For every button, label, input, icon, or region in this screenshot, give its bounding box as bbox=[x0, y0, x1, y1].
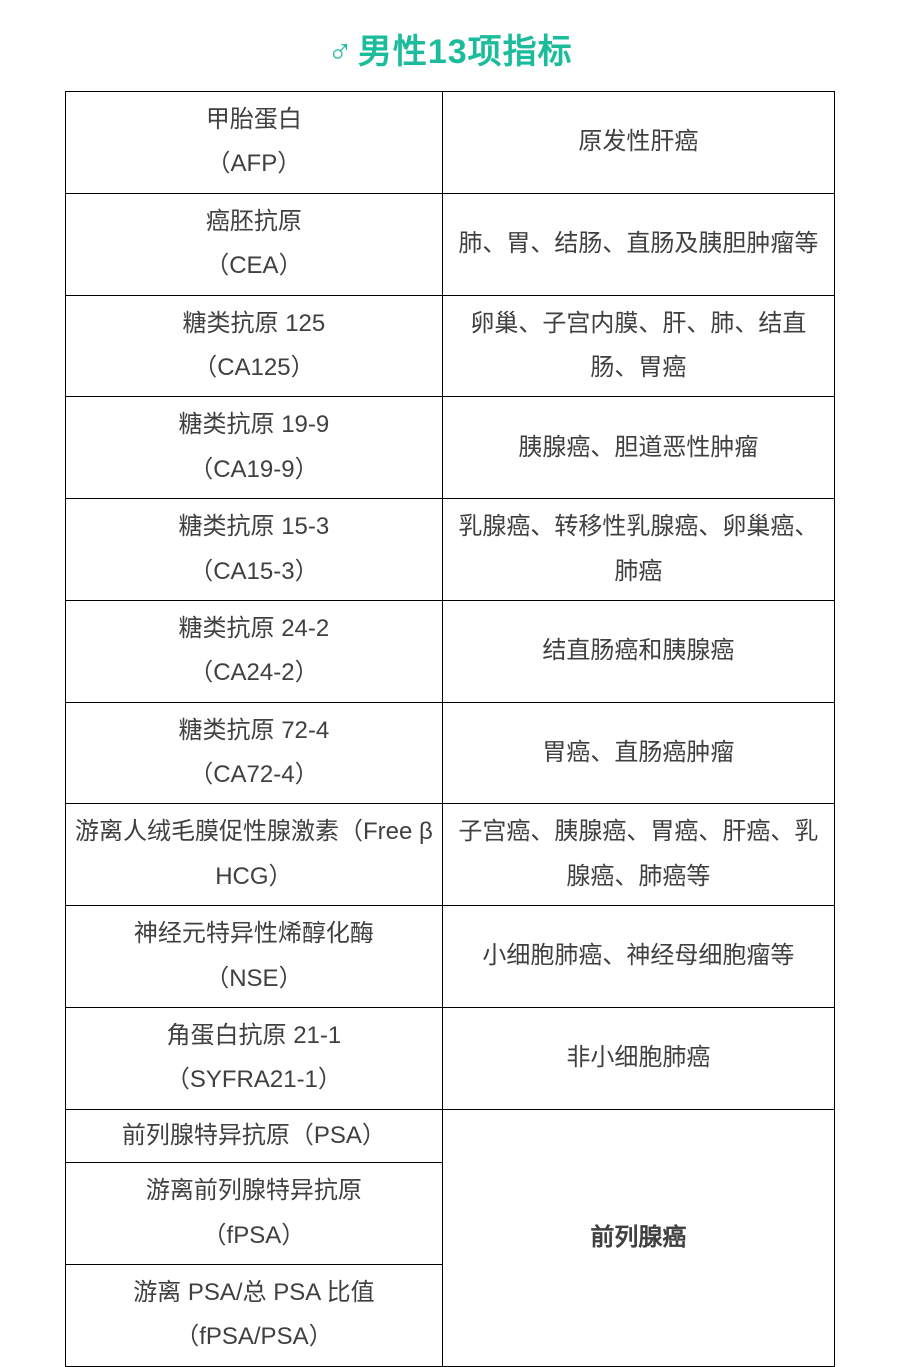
marker-name-cell: 糖类抗原 15-3（CA15-3） bbox=[66, 499, 443, 601]
marker-desc-cell: 子宫癌、胰腺癌、胃癌、肝癌、乳腺癌、肺癌等 bbox=[442, 804, 834, 906]
marker-name-cell: 甲胎蛋白（AFP） bbox=[66, 92, 443, 194]
marker-desc-cell: 卵巢、子宫内膜、肝、肺、结直肠、胃癌 bbox=[442, 295, 834, 397]
table-row: 糖类抗原 72-4（CA72-4）胃癌、直肠癌肿瘤 bbox=[66, 702, 835, 804]
marker-desc-cell: 胰腺癌、胆道恶性肿瘤 bbox=[442, 397, 834, 499]
marker-name-cn: 前列腺特异抗原（PSA） bbox=[122, 1122, 386, 1149]
marker-name-cn: 游离 PSA/总 PSA 比值 bbox=[74, 1271, 434, 1315]
marker-name-code: （NSE） bbox=[74, 957, 434, 1001]
table-row: 游离人绒毛膜促性腺激素（Free β HCG）子宫癌、胰腺癌、胃癌、肝癌、乳腺癌… bbox=[66, 804, 835, 906]
marker-name-code: （CA19-9） bbox=[74, 448, 434, 492]
marker-desc-cell: 前列腺癌 bbox=[442, 1109, 834, 1366]
marker-name-code: （CEA） bbox=[74, 244, 434, 288]
marker-name-cell: 神经元特异性烯醇化酶（NSE） bbox=[66, 906, 443, 1008]
marker-name: 游离人绒毛膜促性腺激素（Free β HCG） bbox=[75, 818, 433, 889]
marker-desc-cell: 原发性肝癌 bbox=[442, 92, 834, 194]
table-row: 癌胚抗原（CEA）肺、胃、结肠、直肠及胰胆肿瘤等 bbox=[66, 193, 835, 295]
marker-desc-cell: 胃癌、直肠癌肿瘤 bbox=[442, 702, 834, 804]
marker-name-cell: 糖类抗原 125（CA125） bbox=[66, 295, 443, 397]
marker-name-code: （SYFRA21-1） bbox=[74, 1058, 434, 1102]
marker-name-code: （CA15-3） bbox=[74, 550, 434, 594]
marker-name-code: （AFP） bbox=[74, 142, 434, 186]
marker-name-cn: 游离前列腺特异抗原 bbox=[74, 1169, 434, 1213]
table-row: 角蛋白抗原 21-1（SYFRA21-1）非小细胞肺癌 bbox=[66, 1008, 835, 1110]
marker-name-cn: 糖类抗原 15-3 bbox=[74, 505, 434, 549]
marker-desc-cell: 乳腺癌、转移性乳腺癌、卵巢癌、肺癌 bbox=[442, 499, 834, 601]
marker-name-code: （CA24-2） bbox=[74, 651, 434, 695]
marker-name-code: （fPSA/PSA） bbox=[74, 1315, 434, 1359]
table-row: 甲胎蛋白（AFP）原发性肝癌 bbox=[66, 92, 835, 194]
marker-name-cell: 糖类抗原 19-9（CA19-9） bbox=[66, 397, 443, 499]
table-row: 糖类抗原 125（CA125）卵巢、子宫内膜、肝、肺、结直肠、胃癌 bbox=[66, 295, 835, 397]
marker-name-cn: 神经元特异性烯醇化酶 bbox=[74, 912, 434, 956]
marker-desc-cell: 小细胞肺癌、神经母细胞瘤等 bbox=[442, 906, 834, 1008]
marker-name-cell: 游离人绒毛膜促性腺激素（Free β HCG） bbox=[66, 804, 443, 906]
table-row: 糖类抗原 19-9（CA19-9）胰腺癌、胆道恶性肿瘤 bbox=[66, 397, 835, 499]
marker-name-cn: 甲胎蛋白 bbox=[74, 98, 434, 142]
marker-name-code: （CA72-4） bbox=[74, 753, 434, 797]
marker-name-code: （fPSA） bbox=[74, 1214, 434, 1258]
marker-name-cn: 癌胚抗原 bbox=[74, 200, 434, 244]
marker-name-cn: 糖类抗原 125 bbox=[74, 302, 434, 346]
marker-name-cell: 癌胚抗原（CEA） bbox=[66, 193, 443, 295]
marker-name-cn: 糖类抗原 72-4 bbox=[74, 709, 434, 753]
table-row: 神经元特异性烯醇化酶（NSE）小细胞肺癌、神经母细胞瘤等 bbox=[66, 906, 835, 1008]
title-text: 男性13项指标 bbox=[358, 33, 573, 71]
page-title: ♂男性13项指标 bbox=[65, 24, 835, 73]
marker-name-cell: 糖类抗原 72-4（CA72-4） bbox=[66, 702, 443, 804]
table-row: 前列腺特异抗原（PSA）前列腺癌 bbox=[66, 1109, 835, 1162]
marker-name-cn: 糖类抗原 24-2 bbox=[74, 607, 434, 651]
table-row: 糖类抗原 15-3（CA15-3）乳腺癌、转移性乳腺癌、卵巢癌、肺癌 bbox=[66, 499, 835, 601]
marker-desc-cell: 肺、胃、结肠、直肠及胰胆肿瘤等 bbox=[442, 193, 834, 295]
marker-name-cn: 角蛋白抗原 21-1 bbox=[74, 1014, 434, 1058]
markers-table: 甲胎蛋白（AFP）原发性肝癌癌胚抗原（CEA）肺、胃、结肠、直肠及胰胆肿瘤等糖类… bbox=[65, 91, 835, 1367]
marker-name-cn: 糖类抗原 19-9 bbox=[74, 403, 434, 447]
marker-name-cell: 角蛋白抗原 21-1（SYFRA21-1） bbox=[66, 1008, 443, 1110]
marker-name-cell: 游离前列腺特异抗原（fPSA） bbox=[66, 1163, 443, 1265]
marker-name-cell: 糖类抗原 24-2（CA24-2） bbox=[66, 600, 443, 702]
marker-desc-cell: 结直肠癌和胰腺癌 bbox=[442, 600, 834, 702]
marker-name-cell: 游离 PSA/总 PSA 比值（fPSA/PSA） bbox=[66, 1264, 443, 1366]
marker-name-cell: 前列腺特异抗原（PSA） bbox=[66, 1109, 443, 1162]
male-icon: ♂ bbox=[327, 33, 354, 71]
table-row: 糖类抗原 24-2（CA24-2）结直肠癌和胰腺癌 bbox=[66, 600, 835, 702]
marker-name-code: （CA125） bbox=[74, 346, 434, 390]
marker-desc-cell: 非小细胞肺癌 bbox=[442, 1008, 834, 1110]
